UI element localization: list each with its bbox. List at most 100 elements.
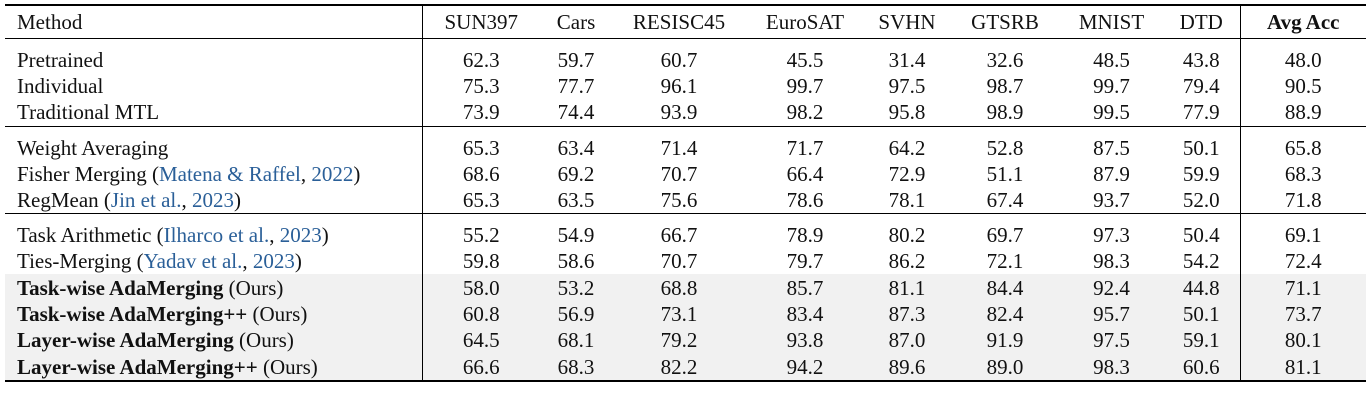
value-cell: 64.2 bbox=[864, 125, 950, 161]
value-cell: 31.4 bbox=[888, 48, 926, 72]
citation-link[interactable]: Matena & Raffel bbox=[158, 161, 301, 186]
value-cell: 60.7 bbox=[660, 48, 698, 72]
value-cell: 82.2 bbox=[612, 353, 746, 382]
method-cell: Task-wise AdaMerging (Ours) bbox=[5, 274, 423, 301]
value-cell: 58.6 bbox=[557, 249, 595, 274]
method-cell: Traditional MTL bbox=[5, 99, 423, 127]
results-table: Method SUN397 Cars RESISC45 EuroSAT SVHN… bbox=[5, 4, 1366, 382]
header-method: Method bbox=[5, 4, 423, 39]
value-cell: 73.9 bbox=[462, 100, 500, 125]
results-table-container: Method SUN397 Cars RESISC45 EuroSAT SVHN… bbox=[5, 4, 1366, 382]
method-cell: Individual bbox=[5, 73, 423, 100]
table-row: Individual 75.3 77.7 96.1 99.7 97.5 98.7 99.7 79… bbox=[5, 73, 1366, 100]
value-cell: 98.3 bbox=[1060, 353, 1163, 382]
method-name: Ties-Merging bbox=[17, 249, 132, 274]
value-cell: 62.3 bbox=[462, 48, 500, 72]
table-row: Ties-Merging (Yadav et al., 2023) 59.8 58.… bbox=[5, 248, 1366, 275]
header-dataset: RESISC45 bbox=[612, 4, 746, 39]
value-cell: 68.6 bbox=[462, 161, 500, 186]
citation-year-link[interactable]: 2022 bbox=[311, 161, 354, 186]
citation-year-link[interactable]: 2023 bbox=[252, 249, 295, 274]
value-cell: 52.0 bbox=[1182, 188, 1220, 213]
method-cell: Pretrained bbox=[5, 38, 423, 73]
method-cell: Fisher Merging (Matena & Raffel, 2022) bbox=[5, 160, 423, 187]
value-cell: 79.7 bbox=[786, 249, 824, 274]
header-dataset: MNIST bbox=[1060, 4, 1163, 39]
method-name: Task-wise AdaMerging++ bbox=[17, 301, 248, 326]
citation-link[interactable]: Ilharco et al. bbox=[163, 223, 270, 248]
value-cell: 45.5 bbox=[786, 48, 824, 72]
value-cell: 48.5 bbox=[1093, 48, 1130, 72]
value-cell: 84.4 bbox=[950, 274, 1060, 301]
value-cell: 77.9 bbox=[1182, 100, 1220, 125]
value-cell: 64.5 bbox=[422, 327, 540, 354]
method-name: Layer-wise AdaMerging++ bbox=[17, 354, 258, 379]
value-cell: 93.7 bbox=[1093, 188, 1130, 213]
value-cell: 89.0 bbox=[950, 353, 1060, 382]
value-cell: 97.3 bbox=[1060, 213, 1163, 249]
value-cell: 63.5 bbox=[557, 188, 595, 213]
value-cell: 93.8 bbox=[746, 327, 864, 354]
value-cell: 72.9 bbox=[888, 161, 926, 186]
method-cell: Weight Averaging bbox=[5, 125, 423, 161]
value-cell: 60.6 bbox=[1163, 353, 1240, 382]
avg-acc-cell: 65.8 bbox=[1239, 125, 1366, 161]
method-cell: Task-wise AdaMerging++ (Ours) bbox=[5, 300, 423, 328]
value-cell: 85.7 bbox=[746, 274, 864, 301]
value-cell: 96.1 bbox=[660, 74, 698, 99]
header-dataset: SUN397 bbox=[422, 4, 540, 39]
table-row: RegMean (Jin et al., 2023) 65.3 63.5 75.6 78… bbox=[5, 186, 1366, 214]
method-cell: Ties-Merging (Yadav et al., 2023) bbox=[5, 248, 423, 275]
citation-year-link[interactable]: 2023 bbox=[191, 188, 234, 213]
header-dataset: GTSRB bbox=[950, 4, 1060, 39]
value-cell: 59.8 bbox=[462, 249, 500, 274]
value-cell: 59.7 bbox=[557, 48, 595, 72]
header-avg-acc: Avg Acc bbox=[1239, 4, 1366, 39]
value-cell: 98.2 bbox=[786, 100, 824, 125]
value-cell: 63.4 bbox=[540, 125, 612, 161]
value-cell: 32.6 bbox=[986, 48, 1024, 72]
value-cell: 82.4 bbox=[950, 300, 1060, 328]
value-cell: 66.4 bbox=[786, 161, 824, 186]
method-name: Task-wise AdaMerging bbox=[17, 275, 224, 300]
method-name: Traditional MTL bbox=[17, 100, 160, 125]
avg-acc-cell: 72.4 bbox=[1239, 248, 1366, 275]
avg-acc-cell: 48.0 bbox=[1239, 38, 1366, 73]
value-cell: 81.1 bbox=[864, 274, 950, 301]
header-dataset: Cars bbox=[540, 4, 612, 39]
value-cell: 95.7 bbox=[1060, 300, 1163, 328]
table-row: Traditional MTL 73.9 74.4 93.9 98.2 95.8 98.9 9… bbox=[5, 99, 1366, 127]
value-cell: 71.7 bbox=[746, 125, 864, 161]
table-row: Layer-wise AdaMerging (Ours) 64.5 68.1 79.2… bbox=[5, 327, 1366, 354]
value-cell: 78.9 bbox=[746, 213, 864, 249]
value-cell: 50.1 bbox=[1163, 125, 1240, 161]
value-cell: 99.7 bbox=[786, 74, 824, 99]
value-cell: 99.5 bbox=[1093, 100, 1130, 125]
value-cell: 99.7 bbox=[1093, 74, 1130, 99]
value-cell: 98.7 bbox=[986, 74, 1024, 99]
citation-link[interactable]: Jin et al. bbox=[110, 188, 182, 213]
method-name: Layer-wise AdaMerging bbox=[17, 328, 234, 353]
method-name: Pretrained bbox=[17, 48, 104, 72]
value-cell: 87.9 bbox=[1093, 161, 1130, 186]
value-cell: 70.7 bbox=[660, 161, 698, 186]
value-cell: 77.7 bbox=[557, 74, 595, 99]
header-dataset: EuroSAT bbox=[746, 4, 864, 39]
method-cell: RegMean (Jin et al., 2023) bbox=[5, 186, 423, 214]
value-cell: 87.5 bbox=[1060, 125, 1163, 161]
citation-link[interactable]: Yadav et al. bbox=[143, 249, 243, 274]
value-cell: 66.6 bbox=[422, 353, 540, 382]
value-cell: 70.7 bbox=[660, 249, 698, 274]
method-name: Fisher Merging bbox=[17, 161, 147, 186]
value-cell: 97.5 bbox=[888, 74, 926, 99]
method-cell: Layer-wise AdaMerging (Ours) bbox=[5, 327, 423, 354]
method-name: Individual bbox=[17, 74, 104, 99]
value-cell: 53.2 bbox=[540, 274, 612, 301]
citation-year-link[interactable]: 2023 bbox=[279, 223, 322, 248]
table-row: Task Arithmetic (Ilharco et al., 2023) 55… bbox=[5, 213, 1366, 249]
avg-acc-cell: 69.1 bbox=[1239, 213, 1366, 249]
ours-suffix: (Ours) bbox=[239, 328, 294, 353]
value-cell: 60.8 bbox=[422, 300, 540, 328]
method-name: Weight Averaging bbox=[17, 135, 169, 160]
value-cell: 50.4 bbox=[1163, 213, 1240, 249]
